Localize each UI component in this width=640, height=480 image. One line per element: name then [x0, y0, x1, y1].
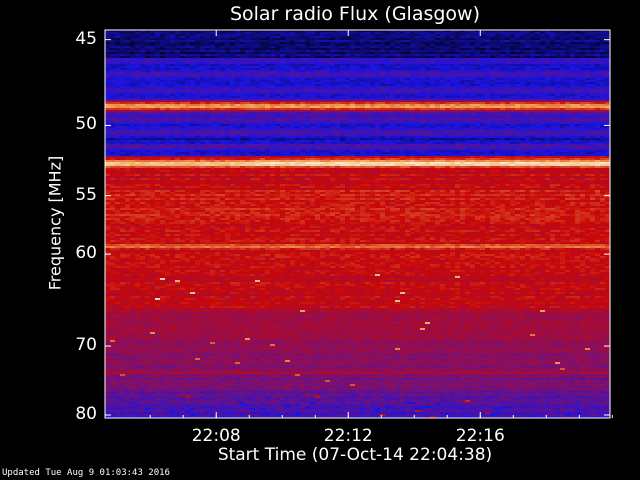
- heatmap-layer: [105, 30, 611, 419]
